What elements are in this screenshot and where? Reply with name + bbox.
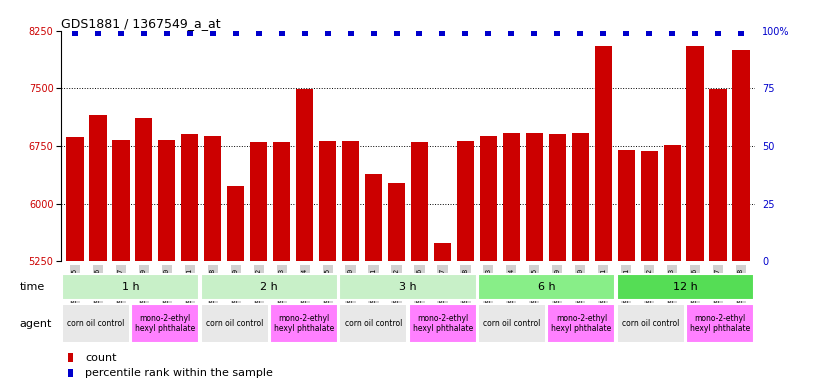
Bar (113, 140, 130, 261)
Text: GDS1881 / 1367549_a_at: GDS1881 / 1367549_a_at (61, 17, 221, 30)
Bar (617, 274, 754, 300)
Bar (250, 142, 268, 261)
Bar (201, 274, 338, 300)
Bar (296, 89, 313, 261)
Bar (572, 133, 589, 261)
Bar (480, 136, 497, 261)
Bar (201, 304, 268, 343)
Bar (339, 274, 477, 300)
Bar (478, 304, 546, 343)
Text: corn oil control: corn oil control (344, 319, 402, 328)
Text: 2 h: 2 h (260, 282, 278, 292)
Text: mono-2-ethyl
hexyl phthalate: mono-2-ethyl hexyl phthalate (135, 314, 195, 333)
Bar (342, 141, 359, 261)
Bar (686, 304, 754, 343)
Bar (595, 46, 612, 261)
Bar (411, 142, 428, 261)
Bar (434, 243, 451, 261)
Text: 1 h: 1 h (122, 282, 140, 292)
Text: time: time (20, 282, 45, 292)
Bar (270, 304, 338, 343)
Bar (68, 353, 73, 362)
Bar (548, 304, 615, 343)
Bar (89, 115, 107, 261)
Text: mono-2-ethyl
hexyl phthalate: mono-2-ethyl hexyl phthalate (413, 314, 472, 333)
Bar (686, 46, 703, 261)
Text: corn oil control: corn oil control (622, 319, 680, 328)
Text: mono-2-ethyl
hexyl phthalate: mono-2-ethyl hexyl phthalate (690, 314, 750, 333)
Bar (409, 304, 477, 343)
Bar (733, 50, 750, 261)
Text: mono-2-ethyl
hexyl phthalate: mono-2-ethyl hexyl phthalate (274, 314, 334, 333)
Bar (503, 133, 520, 261)
Text: corn oil control: corn oil control (483, 319, 541, 328)
Bar (663, 145, 681, 261)
Bar (618, 150, 635, 261)
Text: percentile rank within the sample: percentile rank within the sample (86, 368, 273, 378)
Text: 6 h: 6 h (538, 282, 556, 292)
Bar (319, 141, 336, 261)
Text: corn oil control: corn oil control (206, 319, 264, 328)
Bar (339, 304, 407, 343)
Text: mono-2-ethyl
hexyl phthalate: mono-2-ethyl hexyl phthalate (552, 314, 611, 333)
Bar (204, 136, 221, 261)
Text: 3 h: 3 h (399, 282, 417, 292)
Text: agent: agent (20, 318, 52, 329)
Bar (158, 140, 175, 261)
Text: 12 h: 12 h (673, 282, 698, 292)
Bar (131, 304, 199, 343)
Bar (273, 142, 290, 261)
Bar (388, 183, 405, 261)
Bar (68, 369, 73, 377)
Text: count: count (86, 353, 117, 362)
Bar (641, 151, 658, 261)
Bar (62, 304, 130, 343)
Bar (227, 186, 244, 261)
Bar (548, 134, 566, 261)
Bar (526, 133, 543, 261)
Bar (478, 274, 615, 300)
Bar (617, 304, 685, 343)
Text: corn oil control: corn oil control (67, 319, 125, 328)
Bar (135, 118, 153, 261)
Bar (365, 174, 382, 261)
Bar (181, 134, 198, 261)
Bar (66, 137, 83, 261)
Bar (457, 141, 474, 261)
Bar (709, 89, 727, 261)
Bar (62, 274, 199, 300)
